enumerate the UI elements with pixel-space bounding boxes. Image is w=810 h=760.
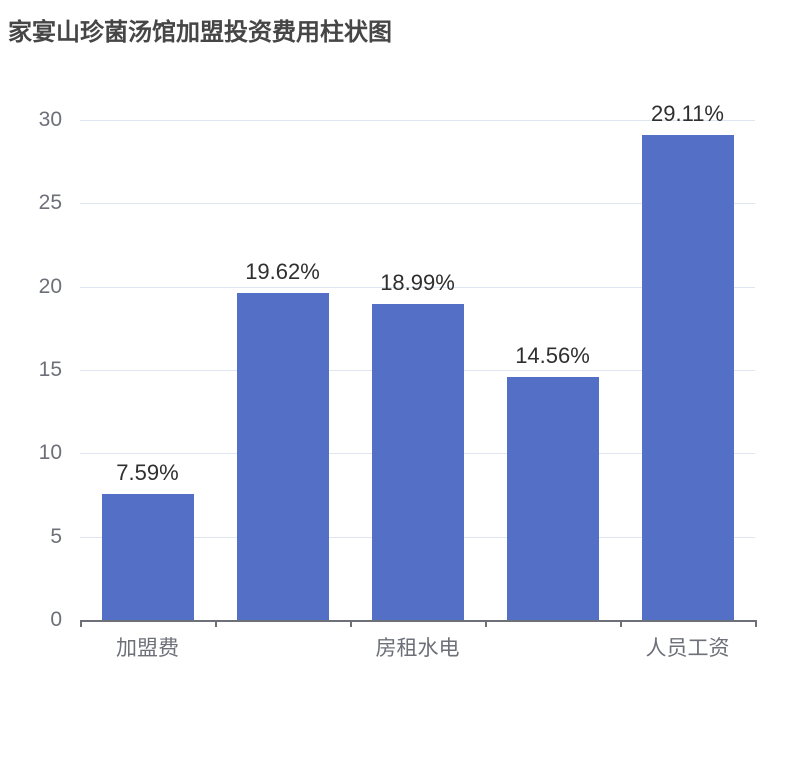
bar-value-label: 19.62% (245, 259, 320, 284)
chart-title: 家宴山珍菌汤馆加盟投资费用柱状图 (8, 19, 392, 46)
x-axis-tick (215, 620, 217, 627)
x-axis-category-label: 人员工资 (645, 637, 730, 660)
y-axis-tick-label: 30 (38, 108, 62, 131)
x-axis-tick (485, 620, 487, 627)
y-axis-tick-label: 25 (38, 191, 62, 215)
bar-value-label: 18.99% (380, 269, 455, 295)
x-axis-tick (620, 620, 622, 627)
bar-value-label: 7.59% (116, 459, 179, 485)
y-axis-tick-label: 5 (50, 524, 62, 548)
plot-area: 7.59% 19.62% 18.99% 14.56% 29.11% (80, 101, 755, 620)
x-axis-category-label: 房租水电 (375, 637, 460, 660)
y-axis-tick-label: 20 (38, 274, 62, 298)
gridline (80, 286, 755, 288)
gridline (80, 203, 755, 205)
x-axis-category-label: 加盟费 (116, 637, 179, 660)
y-axis-tick-labels: 0 5 10 15 20 25 30 (0, 108, 62, 631)
x-axis-tick (350, 620, 352, 627)
y-axis-tick-label: 10 (38, 441, 62, 465)
bar[interactable] (236, 293, 329, 620)
y-axis-tick-label: 0 (50, 608, 62, 631)
bar[interactable] (371, 303, 464, 620)
x-axis-tick (80, 620, 82, 627)
y-axis-tick-label: 15 (38, 358, 62, 381)
bar[interactable] (101, 493, 194, 620)
bar-value-label: 14.56% (515, 343, 590, 369)
bar[interactable] (641, 134, 734, 620)
x-axis-line (80, 620, 756, 622)
bar[interactable] (506, 377, 599, 620)
gridline (80, 120, 755, 121)
x-axis-tick (755, 620, 757, 627)
bar-value-label: 29.11% (651, 100, 724, 126)
